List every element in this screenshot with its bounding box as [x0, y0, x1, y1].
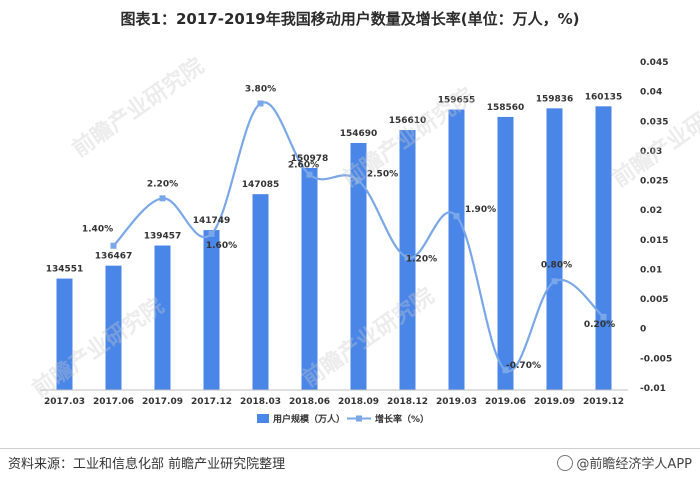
brand-text: @前瞻经济学人APP: [576, 457, 692, 472]
growth-value-label: 2.20%: [147, 179, 178, 189]
bar-2017.12: [203, 230, 220, 390]
legend-bar-label: 用户规模（万人）: [272, 413, 345, 425]
x-tick-label: 2018.03: [240, 397, 281, 407]
bar-value-label: 139457: [144, 232, 182, 242]
legend: 用户规模（万人） 增长率（%）: [257, 413, 429, 425]
growth-marker-2019.03: [453, 213, 460, 220]
growth-marker-2018.09: [355, 177, 362, 184]
bar-value-label: 159836: [536, 94, 574, 104]
growth-marker-2017.12: [208, 230, 215, 237]
growth-value-label: 0.80%: [541, 260, 572, 270]
bar-2019.09: [546, 108, 563, 390]
growth-marker-2019.06: [502, 367, 509, 374]
bar-value-label: 141749: [193, 216, 231, 226]
bar-value-label: 134551: [46, 265, 84, 275]
growth-marker-2019.09: [551, 278, 558, 285]
bar-2017.03: [56, 278, 73, 390]
y2-tick-label: 0.005: [640, 295, 668, 305]
legend-line-label: 增长率（%）: [375, 413, 429, 425]
x-tick-label: 2018.09: [338, 397, 379, 407]
y2-tick-label: -0.01: [640, 384, 666, 394]
y2-tick-label: 0.01: [640, 265, 662, 275]
x-tick-label: 2017.06: [93, 397, 134, 407]
bar-series: [56, 106, 612, 391]
footer-divider: [0, 448, 700, 449]
growth-marker-2018.03: [257, 100, 264, 107]
bar-2018.06: [301, 167, 318, 390]
line-series: [110, 100, 607, 374]
growth-marker-2019.12: [600, 313, 607, 320]
bar-2018.03: [252, 194, 269, 390]
y2-tick-label: 0.025: [640, 177, 668, 187]
growth-value-label: -0.70%: [506, 361, 541, 371]
source-note: 资料来源：工业和信息化部 前瞻产业研究院整理: [8, 457, 286, 472]
x-tick-label: 2017.12: [191, 397, 232, 407]
legend-bar-swatch: [257, 414, 269, 423]
bar-value-label: 156610: [389, 116, 427, 126]
bar-value-label: 136467: [95, 252, 133, 262]
growth-marker-2018.06: [306, 171, 313, 178]
y2-tick-label: 0.04: [640, 88, 662, 98]
y2-tick-label: -0.005: [640, 354, 672, 364]
x-tick-label: 2019.06: [485, 397, 526, 407]
x-tick-label: 2018.12: [387, 397, 428, 407]
chart-title: 图表1：2017-2019年我国移动用户数量及增长率(单位：万人，%): [120, 10, 580, 28]
growth-rate-line: [112, 101, 605, 373]
growth-marker-2017.06: [110, 242, 117, 249]
brand-credit: @前瞻经济学人APP: [557, 453, 692, 472]
bar-value-label: 160135: [585, 92, 623, 102]
y2-tick-label: 0.035: [640, 117, 668, 127]
y2-tick-label: 0: [640, 325, 646, 335]
y2-tick-label: 0.03: [640, 147, 662, 157]
x-tick-label: 2017.03: [44, 397, 85, 407]
y2-tick-labels: 0.045 0.04 0.035 0.03 0.025 0.02 0.015 0.01 0.00…: [640, 58, 672, 394]
x-tick-label: 2019.09: [534, 397, 575, 407]
growth-value-label: 1.90%: [465, 205, 496, 215]
bar-2019.12: [595, 106, 612, 390]
growth-value-label: 1.40%: [82, 225, 113, 235]
x-tick-label: 2019.12: [583, 397, 624, 407]
bar-value-label: 150978: [291, 154, 329, 164]
y2-tick-label: 0.02: [640, 206, 662, 216]
growth-value-label: 1.60%: [206, 241, 237, 251]
data-labels: 134551 136467 139457 141749 147085 150978 1546…: [46, 84, 623, 371]
growth-value-label: 0.20%: [584, 320, 615, 330]
legend-line-marker: [356, 415, 362, 422]
bar-2019.03: [448, 109, 465, 391]
x-tick-label: 2017.09: [142, 397, 183, 407]
growth-marker-2017.09: [159, 195, 166, 202]
y2-tick-label: 0.045: [640, 58, 668, 68]
bar-value-label: 158560: [487, 103, 525, 113]
growth-value-label: 2.50%: [367, 170, 398, 180]
growth-value-label: 2.60%: [288, 161, 319, 171]
bar-value-label: 159655: [438, 96, 476, 106]
y2-tick-label: 0.015: [640, 236, 668, 246]
bar-2017.09: [154, 245, 171, 390]
x-tick-label: 2018.06: [289, 397, 330, 407]
growth-marker-2018.12: [404, 254, 411, 261]
bar-2019.06: [497, 116, 514, 390]
bar-value-label: 154690: [340, 129, 378, 139]
bar-value-label: 147085: [242, 180, 280, 190]
growth-value-label: 3.80%: [245, 84, 276, 94]
brand-logo-icon: [557, 455, 574, 471]
growth-value-label: 1.20%: [406, 255, 437, 265]
bar-2018.09: [350, 142, 367, 390]
bar-2017.06: [105, 265, 122, 390]
x-tick-labels: 2017.03 2017.06 2017.09 2017.12 2018.03 2018.…: [44, 397, 624, 407]
x-tick-label: 2019.03: [436, 397, 477, 407]
